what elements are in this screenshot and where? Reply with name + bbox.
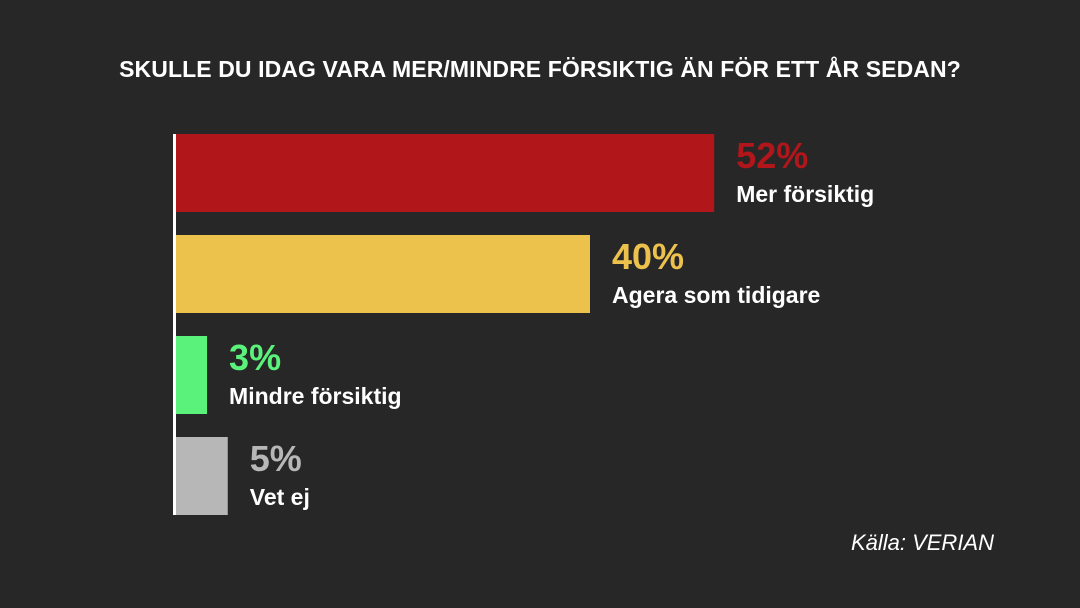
source-note: Källa: VERIAN bbox=[850, 530, 994, 555]
bar-4 bbox=[176, 437, 228, 515]
category-label-2: Agera som tidigare bbox=[612, 282, 820, 308]
value-label-1: 52% bbox=[736, 135, 808, 176]
value-label-2: 40% bbox=[612, 236, 684, 277]
category-label-3: Mindre försiktig bbox=[229, 383, 402, 409]
bar-1 bbox=[176, 134, 715, 212]
bar-2 bbox=[176, 235, 590, 313]
labels-layer: 52% Mer försiktig 40% Agera som tidigare 3% M… bbox=[229, 135, 874, 510]
bars-layer bbox=[176, 134, 715, 515]
chart-title: SKULLE DU IDAG VARA MER/MINDRE FÖRSIKTIG… bbox=[119, 56, 961, 82]
bar-3 bbox=[176, 336, 208, 414]
category-label-4: Vet ej bbox=[250, 484, 310, 510]
value-label-3: 3% bbox=[229, 337, 281, 378]
value-label-4: 5% bbox=[250, 438, 302, 479]
category-label-1: Mer försiktig bbox=[736, 181, 874, 207]
